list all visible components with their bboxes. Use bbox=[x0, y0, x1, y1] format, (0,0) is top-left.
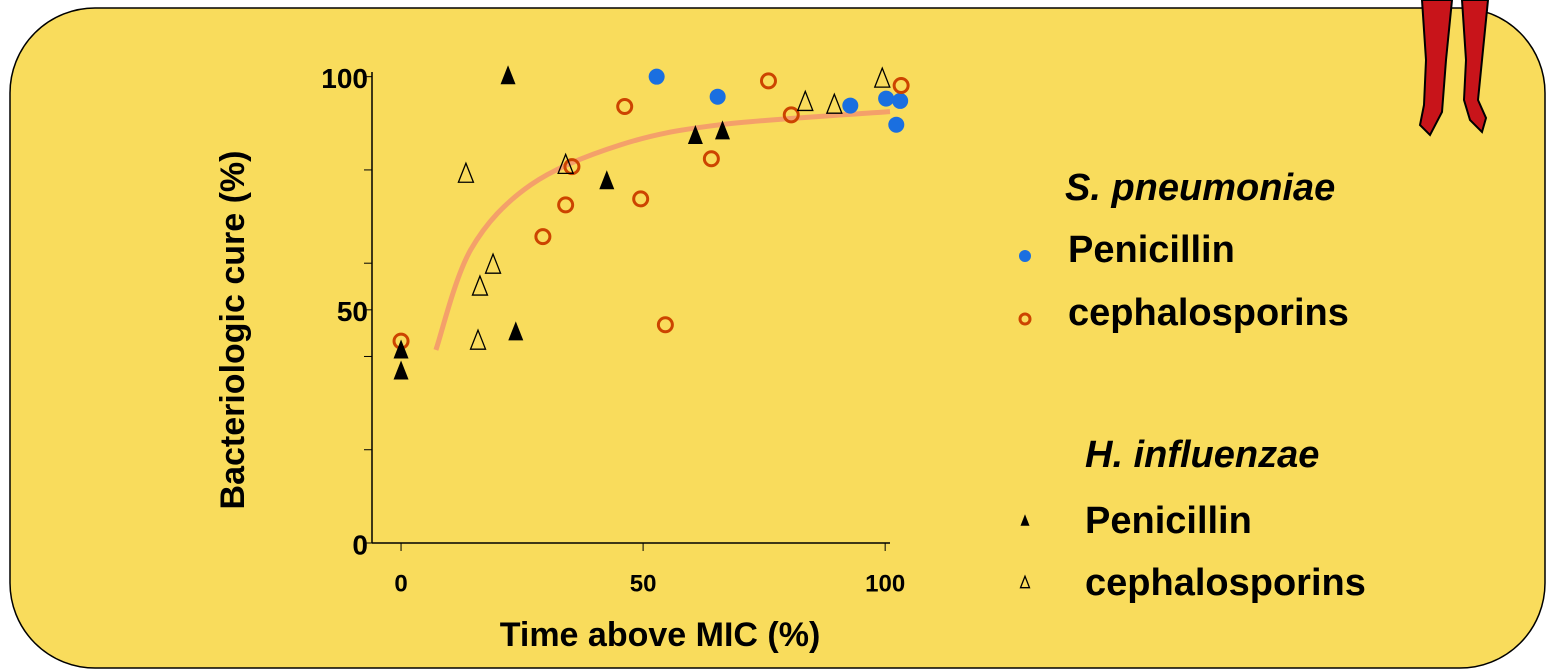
legend-title: H. influenzae bbox=[1085, 434, 1319, 476]
data-point bbox=[878, 91, 894, 107]
chart: Time above MIC (%) Bacteriologic cure (%… bbox=[0, 0, 1555, 672]
y-tick-label: 100 bbox=[321, 63, 368, 94]
legend-marker bbox=[1019, 250, 1031, 262]
x-tick-label: 100 bbox=[865, 570, 905, 597]
data-point bbox=[888, 117, 904, 133]
data-point bbox=[710, 89, 726, 105]
data-point bbox=[649, 69, 665, 85]
x-axis-title: Time above MIC (%) bbox=[500, 616, 821, 654]
legend-label: Penicillin bbox=[1085, 500, 1252, 542]
y-tick-label: 50 bbox=[337, 296, 368, 327]
x-tick-label: 0 bbox=[394, 570, 407, 597]
data-point bbox=[892, 93, 908, 109]
y-tick-label: 0 bbox=[352, 529, 368, 560]
legend-label: cephalosporins bbox=[1085, 562, 1366, 604]
data-point bbox=[842, 98, 858, 114]
legend-title: S. pneumoniae bbox=[1065, 167, 1335, 209]
x-tick-label: 50 bbox=[630, 570, 657, 597]
legend-label: Penicillin bbox=[1068, 229, 1235, 271]
y-axis-title: Bacteriologic cure (%) bbox=[214, 151, 252, 510]
legend-label: cephalosporins bbox=[1068, 292, 1349, 334]
